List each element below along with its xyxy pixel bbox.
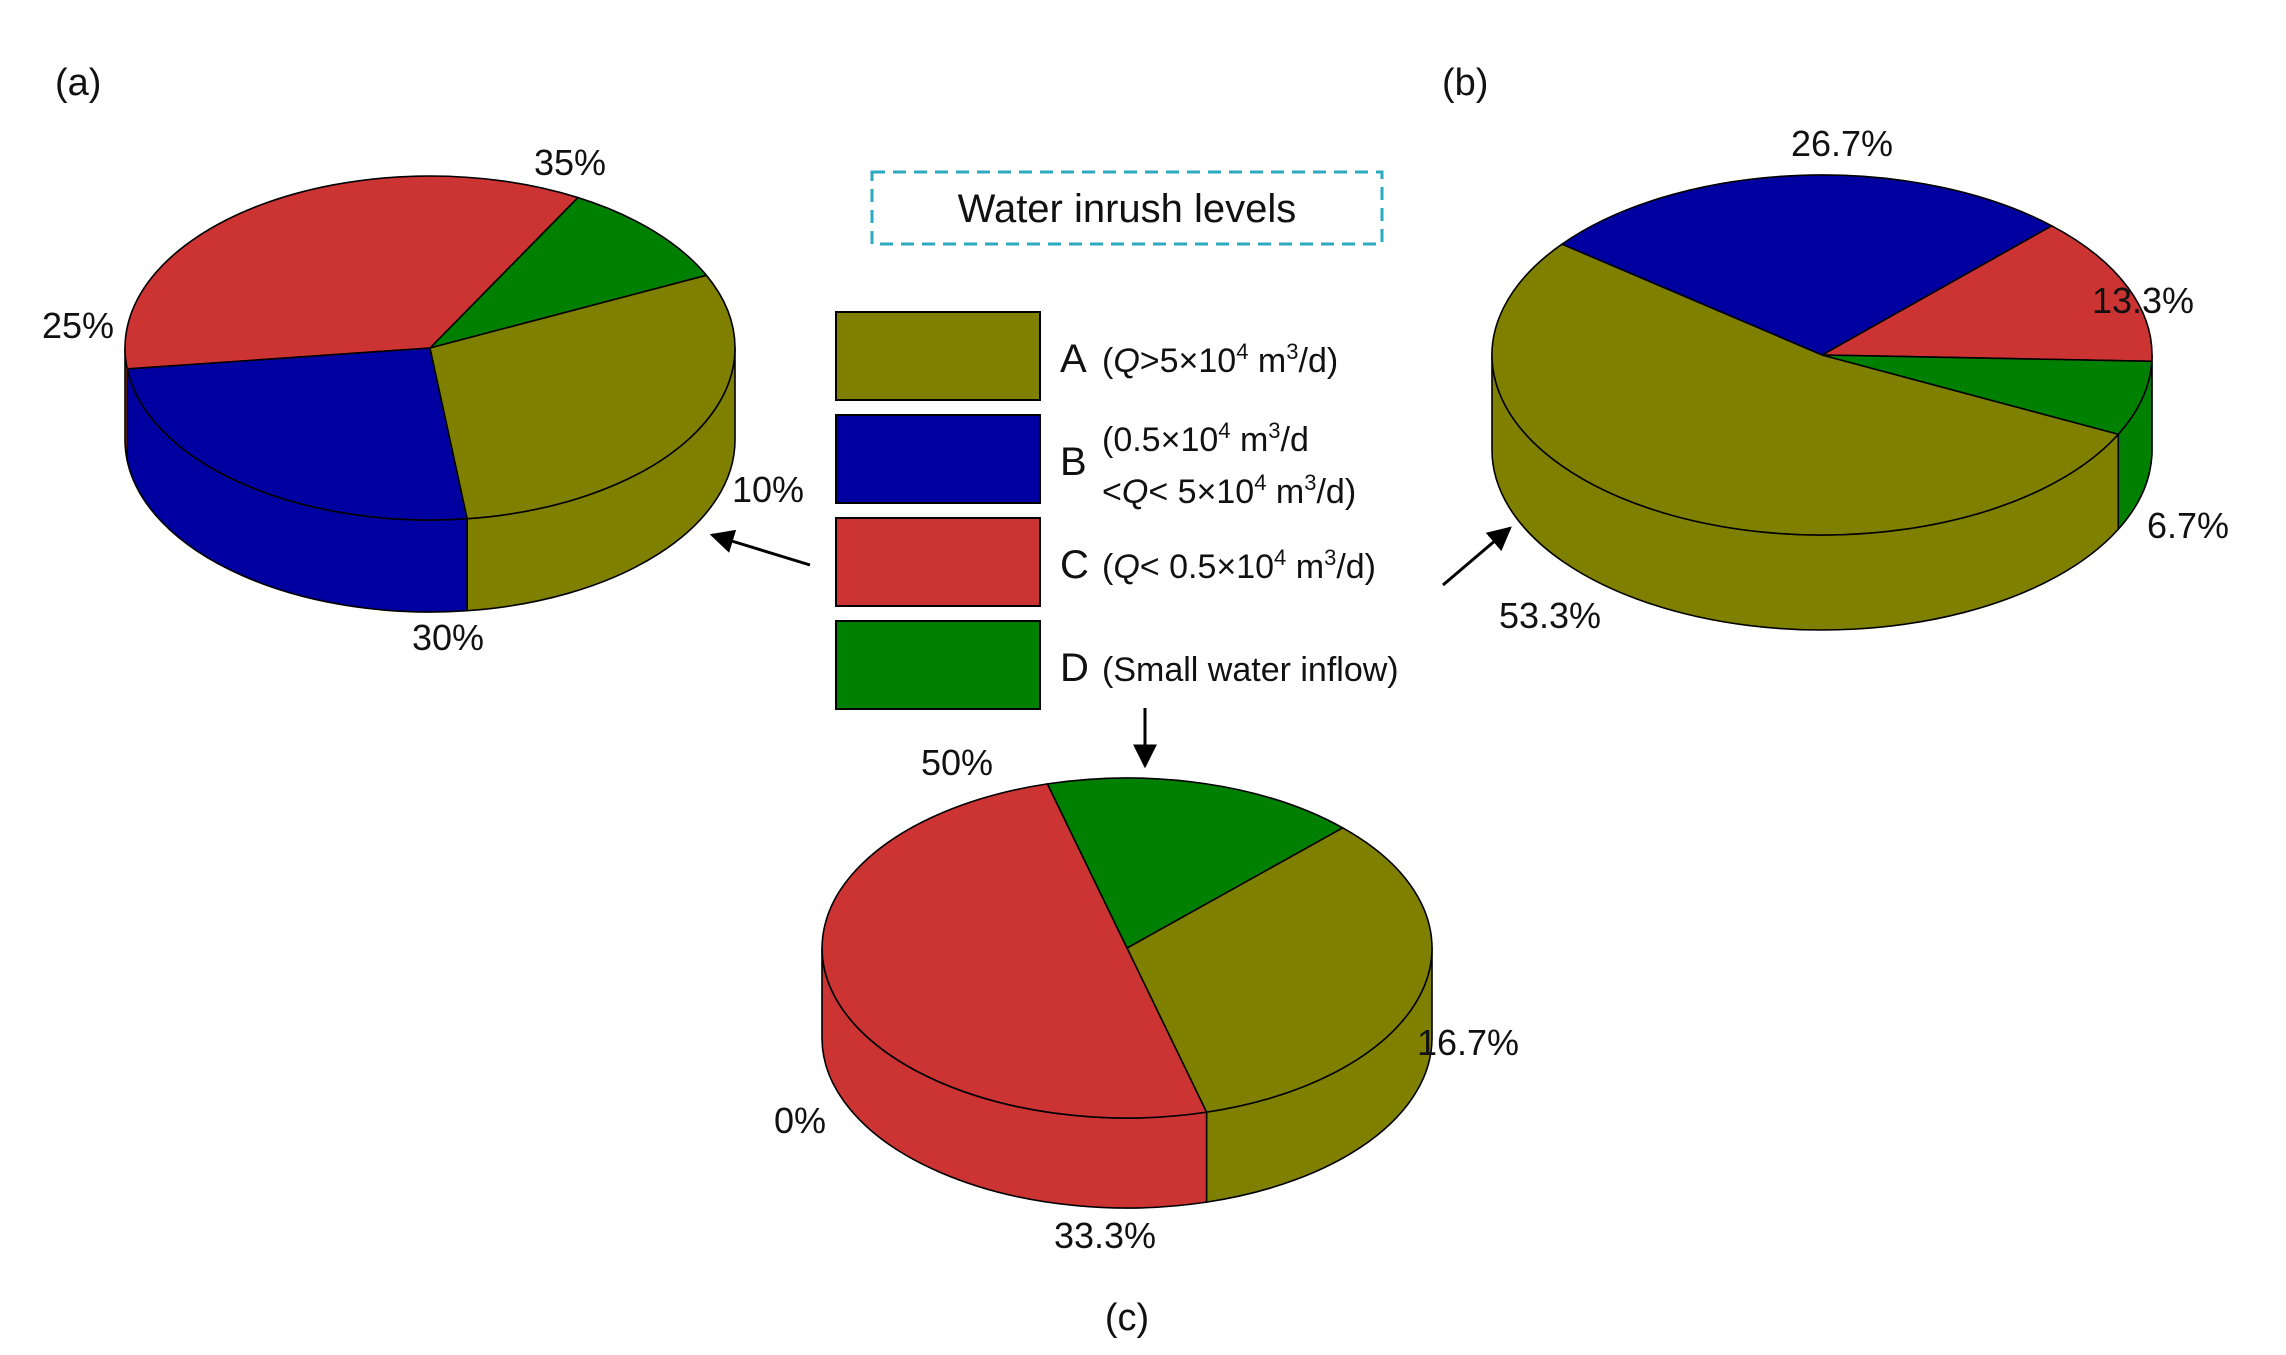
legend-swatch-c (835, 517, 1041, 607)
arrow-to-a (709, 529, 811, 567)
legend-label-c: (Q< 0.5×104​ m3​/d) (1102, 545, 1376, 586)
slice-b-top (1561, 174, 2053, 356)
slice-c-top (1821, 224, 2153, 363)
pie-tops (822, 777, 1433, 1118)
legend-key-a: A (1060, 337, 1087, 381)
legend-key-b: B (1060, 440, 1087, 484)
data-label-d: 10% (732, 469, 804, 510)
panel-label: (a) (55, 62, 101, 104)
data-label-c: 13.3% (2092, 280, 2194, 321)
slice-d-top (1821, 354, 2153, 436)
legend-items: A (Q>5×104​ m3​/d) B (0.5×104​ m3​/d <Q< 5×1… (835, 311, 1399, 710)
legend-item-b: B (0.5×104​ m3​/d <Q< 5×104​ m3​/d) (835, 414, 1356, 511)
legend-title-box (870, 170, 1384, 246)
legend-key-d: D (1060, 646, 1089, 690)
data-label-a: 30% (412, 617, 484, 658)
slice-a-top (1126, 826, 1433, 1113)
slice-d-top (1046, 777, 1344, 949)
slice-c-side (821, 947, 1208, 1209)
slice-d-top (429, 196, 708, 349)
legend-swatch-a (835, 311, 1041, 401)
panel-label: (c) (1105, 1297, 1149, 1339)
data-label-b: 0% (774, 1100, 826, 1141)
legend-label-b: <Q< 5×104​ m3​/d) (1102, 470, 1356, 511)
pie-chart-c: 33.3% 0% 50% 16.7% (c) (774, 742, 1519, 1339)
slice-c-top (124, 175, 579, 370)
slice-b-top (126, 347, 468, 521)
legend-item-d: D (Small water inflow) (835, 620, 1399, 710)
connector-arrows (709, 526, 1512, 769)
pie-tops (1491, 174, 2153, 536)
data-label-d: 6.7% (2147, 505, 2229, 546)
pie-labels: 30% 25% 35% 10% (42, 142, 804, 658)
legend-title: Water inrush levels (958, 187, 1297, 231)
data-label-c: 35% (534, 142, 606, 183)
legend-label-d: (Small water inflow) (1102, 651, 1399, 689)
pie-labels: 33.3% 0% 50% 16.7% (774, 742, 1519, 1256)
slice-a-top (429, 274, 736, 520)
legend-swatch-b (835, 414, 1041, 504)
legend-item-a: A (Q>5×104​ m3​/d) (835, 311, 1338, 401)
data-label-d: 16.7% (1417, 1022, 1519, 1063)
data-label-b: 25% (42, 305, 114, 346)
legend-item-c: C (Q< 0.5×104​ m3​/d) (835, 517, 1376, 607)
legend-swatch-d (835, 620, 1041, 710)
legend-key-c: C (1060, 543, 1089, 587)
panel-label: (b) (1442, 62, 1488, 104)
pie-chart-a: 30% 25% 35% 10% (a) (42, 62, 804, 658)
data-label-a: 33.3% (1054, 1215, 1156, 1256)
data-label-c: 50% (921, 742, 993, 783)
legend-label-b: (0.5×104​ m3​/d (1102, 418, 1309, 459)
slice-a-top (1491, 243, 2120, 536)
pie-chart-b: 53.3% 26.7% 13.3% 6.7% (b) (1442, 62, 2229, 636)
pie-tops (124, 175, 736, 521)
legend-label-a: (Q>5×104​ m3​/d) (1102, 339, 1338, 380)
pie-labels: 53.3% 26.7% 13.3% 6.7% (1499, 123, 2229, 636)
arrow-to-b (1442, 526, 1512, 587)
slice-c-top (822, 784, 1206, 1118)
data-label-a: 53.3% (1499, 595, 1601, 636)
data-label-b: 26.7% (1791, 123, 1893, 164)
legend: Water inrush levels A (Q>5×104​ m3​/d) B (0… (835, 170, 1399, 710)
